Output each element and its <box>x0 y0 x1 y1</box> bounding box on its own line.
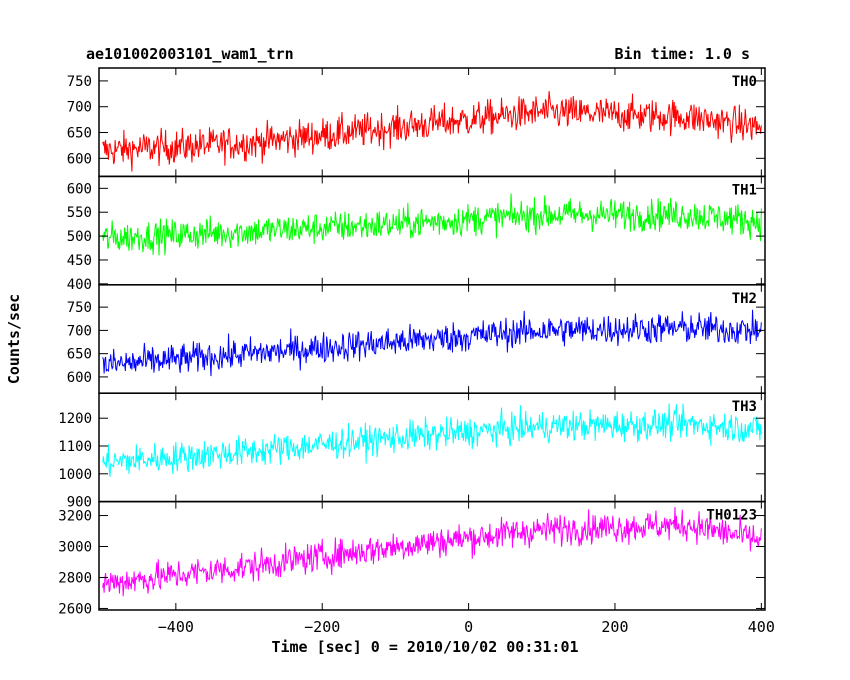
x-tick-label: 0 <box>464 618 473 636</box>
series-th3 <box>102 403 762 477</box>
y-tick-label-th0123: 3000 <box>58 540 92 556</box>
y-tick-label-th3: 1000 <box>58 467 92 483</box>
y-tick-label-th0: 600 <box>67 151 92 167</box>
panel-frame-th1 <box>98 175 766 286</box>
x-tick-label: 400 <box>748 618 775 636</box>
series-th2 <box>102 309 762 377</box>
x-tick-label: −400 <box>158 618 194 636</box>
x-tick-label: −200 <box>304 618 340 636</box>
panel-label-th2: TH2 <box>732 291 757 307</box>
y-tick-label-th0: 700 <box>67 100 92 116</box>
panel-label-th1: TH1 <box>732 182 757 198</box>
y-tick-label-th3: 900 <box>67 495 92 511</box>
y-tick-label-th2: 600 <box>67 370 92 386</box>
y-tick-label-th2: 650 <box>67 347 92 363</box>
plot-title: ae101002003101_wam1_trn <box>86 45 294 63</box>
y-tick-label-th1: 500 <box>67 229 92 245</box>
series-th0 <box>102 91 762 172</box>
bin-time-label: Bin time: 1.0 s <box>614 45 750 63</box>
x-tick-label: 200 <box>601 618 628 636</box>
series-th0123 <box>102 506 762 597</box>
y-tick-label-th3: 1100 <box>58 439 92 455</box>
panel-label-th3: TH3 <box>732 399 757 415</box>
y-tick-label-th2: 700 <box>67 323 92 339</box>
y-tick-label-th1: 400 <box>67 277 92 293</box>
y-tick-label-th1: 600 <box>67 181 92 197</box>
y-tick-label-th0123: 3200 <box>58 509 92 525</box>
y-axis-label: Counts/sec <box>5 293 23 385</box>
y-tick-label-th0123: 2600 <box>58 601 92 617</box>
panel-label-th0123: TH0123 <box>706 508 757 524</box>
panel-frame-th3 <box>98 392 766 503</box>
x-axis-label: Time [sec] 0 = 2010/10/02 00:31:01 <box>0 638 850 656</box>
y-tick-label-th0: 750 <box>67 74 92 90</box>
panel-frame-th0123 <box>98 500 766 611</box>
x-axis-label-text: Time [sec] 0 = 2010/10/02 00:31:01 <box>271 638 579 656</box>
panel-label-th0: TH0 <box>732 74 757 90</box>
y-tick-label-th1: 550 <box>67 205 92 221</box>
y-tick-label-th0123: 2800 <box>58 570 92 586</box>
y-tick-label-th0: 650 <box>67 126 92 142</box>
y-tick-label-th3: 1200 <box>58 411 92 427</box>
series-th1 <box>102 193 762 256</box>
y-tick-label-th1: 450 <box>67 253 92 269</box>
y-tick-label-th2: 750 <box>67 300 92 316</box>
